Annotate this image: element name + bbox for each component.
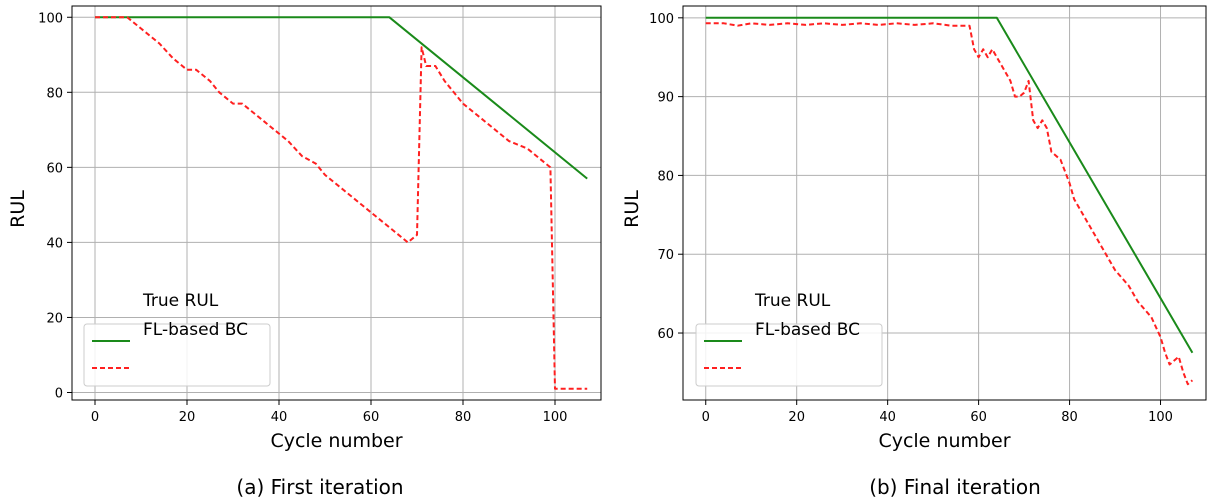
series-line-true-rul <box>705 16 1194 354</box>
x-axis-label: Cycle number <box>270 430 402 452</box>
y-tick-label: 40 <box>46 236 63 251</box>
y-axis-label: RUL <box>7 190 29 228</box>
chart-panel-1: 0 20 40 60 80 100 0 20 40 60 80 100 Cycle number RUL T… <box>7 5 602 499</box>
y-tick-label: 60 <box>657 327 674 342</box>
legend-box <box>83 323 271 387</box>
y-tick-label: 90 <box>657 91 674 106</box>
panel-caption: (b) Final iteration <box>869 475 1041 499</box>
series-line-fl-based-bc <box>95 16 588 390</box>
x-tick-label: 60 <box>970 410 987 425</box>
legend-label-fl-based-bc: FL-based BC <box>755 320 860 340</box>
legend-box <box>695 323 883 387</box>
x-tick-label: 80 <box>455 410 472 425</box>
legend-label-true-rul: True RUL <box>142 291 219 311</box>
x-tick-label: 60 <box>363 410 380 425</box>
chart-panel-2: 0 20 40 60 80 100 60 70 80 90 100 Cycle number RUL Tr… <box>621 5 1207 499</box>
x-tick-label: 20 <box>788 410 805 425</box>
x-tick-label: 80 <box>1061 410 1078 425</box>
series-line-fl-based-bc <box>705 22 1194 386</box>
x-axis-label: Cycle number <box>878 430 1010 452</box>
y-tick-label: 100 <box>649 12 674 27</box>
series-line-true-rul <box>95 16 588 180</box>
y-tick-label: 70 <box>657 248 674 263</box>
y-tick-label: 80 <box>657 169 674 184</box>
x-tick-label: 0 <box>91 410 99 425</box>
plot-frame <box>682 5 1207 401</box>
y-tick-label: 100 <box>38 11 63 26</box>
x-tick-label: 100 <box>543 410 568 425</box>
legend-label-fl-based-bc: FL-based BC <box>143 320 248 340</box>
y-tick-label: 0 <box>55 386 63 401</box>
x-tick-label: 0 <box>702 410 710 425</box>
legend-label-true-rul: True RUL <box>754 291 831 311</box>
x-tick-label: 100 <box>1148 410 1173 425</box>
y-tick-label: 80 <box>46 86 63 101</box>
x-tick-label: 40 <box>271 410 288 425</box>
y-tick-label: 60 <box>46 161 63 176</box>
x-tick-label: 40 <box>879 410 896 425</box>
x-tick-label: 20 <box>179 410 196 425</box>
y-tick-label: 20 <box>46 311 63 326</box>
y-axis-label: RUL <box>621 190 643 228</box>
plot-frame <box>71 5 602 401</box>
panel-caption: (a) First iteration <box>236 475 403 499</box>
